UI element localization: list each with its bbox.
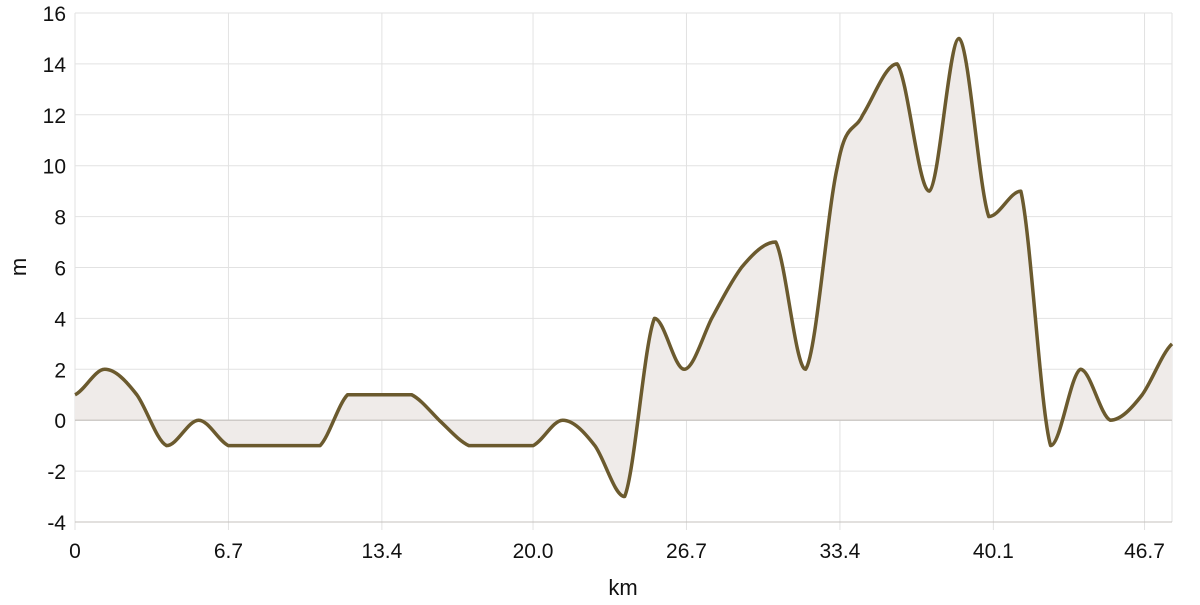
x-tick-label: 0	[69, 540, 81, 563]
x-tick-label: 33.4	[819, 540, 860, 563]
y-axis-ticks: -4 -2 0 2 4 6 8 10 12 14 16	[43, 3, 67, 535]
y-tick-label: 14	[43, 54, 67, 77]
x-tick-label: 20.0	[513, 540, 554, 563]
elevation-line	[74, 36, 1174, 499]
x-tick-label: 13.4	[361, 540, 402, 563]
x-tick-label: 6.7	[214, 540, 243, 563]
y-tick-label: 4	[54, 308, 66, 331]
elevation-area	[75, 38, 1172, 497]
y-tick-label: -2	[47, 461, 66, 484]
x-tick-label: 40.1	[973, 540, 1014, 563]
y-tick-label: 0	[54, 410, 66, 433]
y-tick-label: 10	[43, 156, 66, 179]
y-tick-label: 2	[54, 359, 66, 382]
x-axis-label: km	[608, 575, 637, 600]
y-axis-label: m	[6, 258, 31, 276]
x-axis-ticks: 0 6.7 13.4 20.0 26.7 33.4 40.1 46.7	[69, 540, 1165, 563]
x-tick-label: 26.7	[666, 540, 707, 563]
y-tick-label: 8	[54, 207, 66, 230]
y-tick-label: 6	[54, 258, 66, 281]
y-tick-label: 16	[43, 3, 66, 26]
y-tick-label: 12	[43, 105, 66, 128]
y-tick-label: -4	[47, 512, 66, 535]
x-tick-label: 46.7	[1124, 540, 1165, 563]
